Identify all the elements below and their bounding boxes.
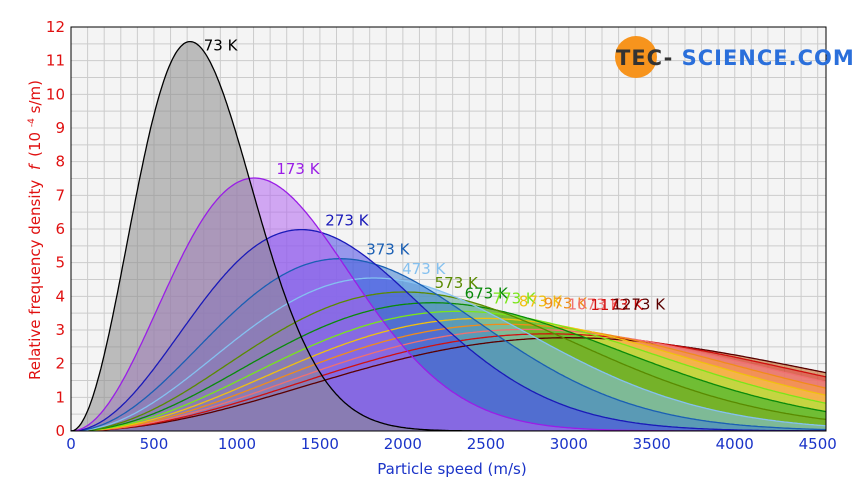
y-axis-label-unit-post: s/m) bbox=[26, 80, 44, 113]
curve-label-973k: 973 K bbox=[544, 294, 588, 312]
curve-label-173k: 173 K bbox=[276, 160, 320, 178]
y-tick-label: 3 bbox=[55, 321, 65, 339]
curve-1173k bbox=[71, 333, 826, 431]
x-tick-label: 2500 bbox=[467, 435, 505, 453]
curve-873k bbox=[71, 317, 826, 431]
x-tick-label: 4500 bbox=[799, 435, 837, 453]
x-axis-label: Particle speed (m/s) bbox=[377, 460, 526, 478]
logo-text-prefix: TEC- bbox=[616, 46, 673, 70]
curve-373k bbox=[71, 258, 826, 431]
y-tick-label: 10 bbox=[46, 85, 65, 103]
y-tick-label: 7 bbox=[55, 186, 65, 204]
curve-773k bbox=[71, 310, 826, 431]
x-tick-label: 0 bbox=[66, 435, 76, 453]
y-axis-label: Relative frequency density f (10 -4 s/m) bbox=[20, 80, 44, 380]
y-tick-label: 8 bbox=[55, 153, 65, 171]
area-73k bbox=[71, 41, 826, 431]
curve-label-873k: 873 K bbox=[519, 292, 563, 310]
curve-label-1073k: 1073 K bbox=[568, 295, 622, 313]
y-axis-label-main: Relative frequency density bbox=[26, 180, 44, 380]
y-tick-label: 1 bbox=[55, 388, 65, 406]
y-tick-label: 6 bbox=[55, 220, 65, 238]
y-tick-label: 9 bbox=[55, 119, 65, 137]
tec-science-logo: TEC- SCIENCE.COM bbox=[615, 36, 855, 78]
y-tick-label: 4 bbox=[55, 287, 65, 305]
curve-573k bbox=[71, 291, 826, 431]
curve-473k bbox=[71, 277, 826, 431]
y-tick-label: 0 bbox=[55, 422, 65, 440]
curve-label-273k: 273 K bbox=[325, 212, 369, 230]
x-tick-label: 1000 bbox=[218, 435, 256, 453]
plot-frame bbox=[70, 26, 827, 432]
y-tick-label: 12 bbox=[46, 18, 65, 36]
curve-273k bbox=[71, 228, 826, 431]
x-tick-label: 3500 bbox=[633, 435, 671, 453]
distribution-curves bbox=[71, 40, 826, 431]
logo-text: TEC- SCIENCE.COM bbox=[616, 46, 855, 70]
curve-label-673k: 673 K bbox=[465, 285, 509, 303]
y-tick-label: 5 bbox=[55, 254, 65, 272]
logo-circle bbox=[615, 36, 657, 78]
curve-1273k bbox=[71, 337, 826, 431]
curve-label-73k: 73 K bbox=[204, 37, 239, 55]
curve-973k bbox=[71, 323, 826, 431]
curve-label-373k: 373 K bbox=[366, 241, 410, 259]
curve-1073k bbox=[71, 328, 826, 431]
y-axis-label-unit-pre: (10 bbox=[26, 132, 44, 157]
y-tick-label: 11 bbox=[46, 52, 65, 70]
x-tick-label: 1500 bbox=[301, 435, 339, 453]
curve-label-473k: 473 K bbox=[402, 260, 446, 278]
y-tick-label: 2 bbox=[55, 355, 65, 373]
x-tick-label: 3000 bbox=[550, 435, 588, 453]
curve-label-573k: 573 K bbox=[435, 274, 479, 292]
y-axis-label-f: f bbox=[26, 162, 44, 170]
y-axis-label-exponent: -4 bbox=[27, 118, 37, 127]
logo-text-suffix: SCIENCE.COM bbox=[682, 46, 855, 70]
curve-label-1273k: 1273 K bbox=[612, 296, 666, 314]
x-tick-label: 500 bbox=[140, 435, 169, 453]
curve-label-1173k: 1173 K bbox=[590, 296, 644, 314]
x-tick-label: 2000 bbox=[384, 435, 422, 453]
x-tick-label: 4000 bbox=[716, 435, 754, 453]
curve-label-773k: 773 K bbox=[493, 289, 537, 307]
